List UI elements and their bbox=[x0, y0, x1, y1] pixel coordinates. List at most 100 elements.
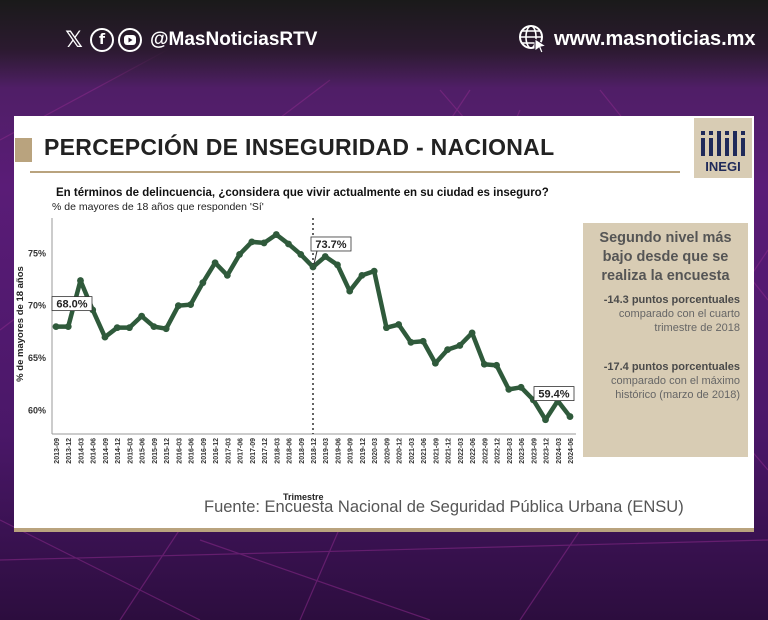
data-point bbox=[566, 413, 574, 420]
data-point bbox=[517, 383, 525, 391]
data-label-box bbox=[51, 296, 93, 312]
x-tick-label: 2023-03 bbox=[507, 438, 514, 464]
x-tick-label: 2015-09 bbox=[152, 438, 159, 464]
data-label: 59.4% bbox=[538, 389, 569, 401]
data-point bbox=[64, 323, 72, 331]
facebook-icon[interactable]: f bbox=[90, 28, 114, 52]
x-axis-label: Trimestre bbox=[283, 492, 324, 502]
data-point bbox=[383, 324, 390, 332]
insight-heading: Segundo nivel más bajo desde que se real… bbox=[599, 230, 732, 284]
survey-question: En términos de delincuencia, ¿considera … bbox=[56, 187, 549, 199]
x-tick-label: 2021-09 bbox=[433, 438, 440, 464]
line-chart: 60% 65% 70% 75%% de mayores de 18 años 2013-… bbox=[15, 218, 576, 502]
data-label-box bbox=[533, 386, 575, 401]
insight-stat-1-value: -14.3 puntos porcentuales bbox=[603, 294, 740, 306]
x-tick-label: 2024-06 bbox=[568, 438, 575, 464]
x-tick-label: 2023-06 bbox=[519, 438, 526, 464]
data-point bbox=[431, 359, 439, 367]
data-label: 73.7% bbox=[315, 239, 346, 251]
data-point bbox=[493, 361, 500, 369]
x-tick-label: 2018-12 bbox=[311, 438, 318, 464]
data-point bbox=[260, 239, 268, 247]
data-point bbox=[321, 253, 329, 260]
x-tick-label: 2020-12 bbox=[397, 438, 404, 464]
x-tick-label: 2017-06 bbox=[238, 438, 245, 464]
data-point bbox=[150, 323, 158, 331]
inegi-bars-icon bbox=[701, 131, 745, 156]
x-tick-label: 2018-06 bbox=[287, 438, 294, 464]
data-point bbox=[113, 324, 121, 332]
data-point bbox=[101, 333, 109, 341]
data-point bbox=[456, 342, 464, 349]
x-tick-label: 2018-03 bbox=[274, 438, 281, 464]
website-link[interactable]: www.masnoticias.mx bbox=[518, 24, 756, 54]
data-point bbox=[162, 325, 170, 333]
data-label-box bbox=[310, 236, 352, 252]
x-tick-label: 2017-12 bbox=[262, 438, 269, 464]
x-tick-label: 2022-06 bbox=[470, 438, 477, 464]
youtube-icon[interactable] bbox=[118, 28, 142, 52]
data-point bbox=[505, 385, 513, 393]
chart-subtitle: % de mayores de 18 años que responden 'S… bbox=[52, 201, 264, 213]
x-tick-label: 2022-03 bbox=[458, 438, 465, 464]
x-tick-label: 2015-12 bbox=[164, 438, 171, 464]
data-point bbox=[419, 337, 427, 345]
data-point bbox=[346, 287, 354, 295]
x-tick-label: 2023-09 bbox=[531, 438, 538, 464]
data-point bbox=[248, 238, 256, 246]
x-tick-label: 2016-12 bbox=[213, 438, 220, 464]
data-point bbox=[223, 271, 231, 279]
x-icon[interactable]: 𝕏 bbox=[65, 27, 83, 53]
data-point bbox=[126, 324, 133, 332]
x-tick-label: 2017-03 bbox=[225, 438, 232, 464]
data-point bbox=[334, 261, 341, 269]
data-point bbox=[444, 346, 452, 354]
x-tick-label: 2021-03 bbox=[409, 438, 416, 464]
data-point bbox=[285, 240, 292, 248]
x-tick-label: 2016-06 bbox=[189, 438, 196, 464]
y-tick-label: 60% bbox=[28, 405, 46, 415]
x-tick-label: 2022-12 bbox=[495, 438, 502, 464]
x-tick-label: 2019-06 bbox=[335, 438, 342, 464]
x-tick-label: 2023-12 bbox=[544, 438, 551, 464]
y-tick-label: 70% bbox=[28, 301, 46, 311]
page-title: PERCEPCIÓN DE INSEGURIDAD - NACIONAL bbox=[44, 134, 555, 160]
data-point bbox=[407, 338, 415, 346]
social-handle[interactable]: @MasNoticiasRTV bbox=[150, 29, 318, 50]
y-tick-label: 65% bbox=[28, 353, 46, 363]
x-tick-label: 2021-12 bbox=[446, 438, 453, 464]
y-tick-label: 75% bbox=[28, 248, 46, 258]
x-tick-label: 2022-09 bbox=[482, 438, 489, 464]
x-tick-label: 2013-12 bbox=[66, 438, 73, 464]
x-tick-label: 2015-06 bbox=[140, 438, 147, 464]
source-note: Fuente: Encuesta Nacional de Seguridad P… bbox=[204, 498, 684, 516]
insight-stat-2: -17.4 puntos porcentuales comparado con … bbox=[590, 360, 740, 402]
x-tick-label: 2014-03 bbox=[78, 438, 85, 464]
data-point bbox=[370, 267, 378, 275]
insight-stat-1: -14.3 puntos porcentuales comparado con … bbox=[590, 293, 740, 335]
insight-panel: Segundo nivel más bajo desde que se real… bbox=[583, 223, 748, 457]
data-point bbox=[187, 301, 195, 309]
data-label: 68.0% bbox=[56, 299, 87, 311]
data-point bbox=[199, 279, 207, 287]
x-tick-label: 2019-09 bbox=[348, 438, 355, 464]
x-tick-label: 2020-03 bbox=[372, 438, 379, 464]
data-point bbox=[358, 271, 366, 279]
data-point bbox=[542, 416, 549, 424]
data-point bbox=[309, 263, 317, 271]
data-point bbox=[395, 321, 403, 328]
card-bottom-rule bbox=[14, 528, 754, 532]
title-accent bbox=[15, 138, 32, 162]
data-point bbox=[297, 251, 305, 258]
data-point bbox=[480, 360, 488, 368]
data-label-pointer bbox=[313, 250, 318, 265]
x-tick-label: 2018-09 bbox=[299, 438, 306, 464]
insight-stat-1-text: comparado con el cuarto trimestre de 201… bbox=[618, 308, 740, 334]
x-tick-label: 2021-06 bbox=[421, 438, 428, 464]
data-point bbox=[468, 329, 476, 337]
data-point bbox=[272, 231, 280, 238]
data-point bbox=[77, 277, 84, 284]
x-tick-label: 2013-09 bbox=[54, 438, 61, 464]
x-tick-label: 2017-09 bbox=[250, 438, 257, 464]
series-line bbox=[53, 232, 573, 422]
